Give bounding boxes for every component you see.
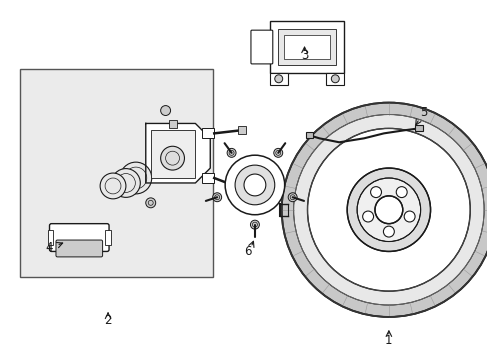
Circle shape — [273, 148, 282, 157]
Text: 5: 5 — [419, 106, 427, 119]
Bar — [305, 132, 313, 138]
Text: 3: 3 — [300, 49, 307, 63]
Circle shape — [362, 211, 373, 222]
Bar — [150, 130, 195, 178]
FancyBboxPatch shape — [56, 240, 102, 257]
Bar — [277, 29, 336, 65]
Circle shape — [235, 165, 274, 205]
Bar — [283, 35, 330, 59]
Circle shape — [374, 196, 402, 224]
Bar — [325, 73, 344, 85]
Circle shape — [346, 168, 429, 251]
Circle shape — [161, 146, 184, 170]
Circle shape — [281, 103, 488, 317]
Text: 4: 4 — [46, 241, 53, 254]
Circle shape — [293, 114, 483, 305]
Bar — [202, 129, 214, 138]
Circle shape — [212, 193, 221, 202]
Bar — [47, 230, 53, 246]
Circle shape — [250, 220, 259, 229]
FancyBboxPatch shape — [49, 224, 109, 251]
Text: 1: 1 — [385, 334, 392, 347]
Circle shape — [226, 148, 236, 157]
Bar — [269, 21, 344, 73]
Polygon shape — [145, 123, 210, 183]
Circle shape — [370, 186, 381, 198]
Circle shape — [404, 211, 414, 222]
FancyBboxPatch shape — [250, 30, 272, 64]
Circle shape — [383, 226, 393, 237]
Circle shape — [331, 75, 339, 83]
Bar — [269, 73, 287, 85]
Circle shape — [244, 174, 265, 196]
Text: 2: 2 — [104, 314, 112, 327]
Bar — [238, 126, 245, 134]
Circle shape — [161, 105, 170, 116]
Circle shape — [356, 178, 420, 242]
Bar — [414, 125, 422, 131]
Bar — [105, 230, 111, 246]
Circle shape — [307, 129, 469, 291]
Circle shape — [111, 168, 140, 197]
Circle shape — [100, 173, 126, 199]
Text: 6: 6 — [244, 245, 251, 258]
Circle shape — [145, 198, 155, 208]
Circle shape — [395, 186, 407, 198]
Bar — [202, 173, 214, 183]
Circle shape — [274, 75, 282, 83]
Circle shape — [224, 155, 284, 215]
Bar — [168, 121, 176, 129]
Circle shape — [120, 162, 151, 194]
Circle shape — [287, 193, 297, 202]
Bar — [20, 69, 213, 277]
